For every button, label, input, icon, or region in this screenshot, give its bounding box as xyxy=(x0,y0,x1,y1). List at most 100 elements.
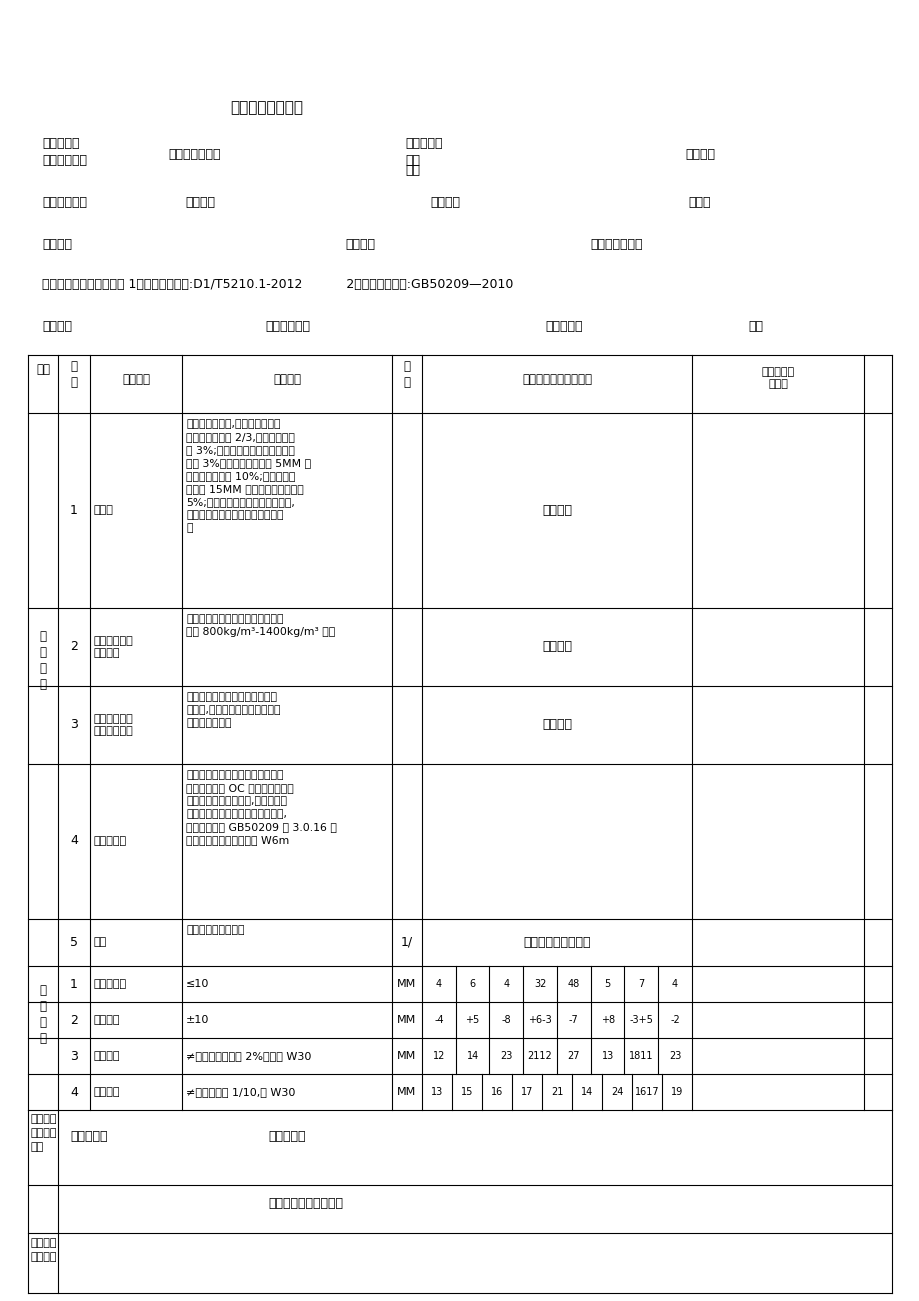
Text: 4: 4 xyxy=(70,834,78,847)
Text: 主控项目：: 主控项目： xyxy=(70,1131,108,1144)
Text: 1617: 1617 xyxy=(634,1088,659,1097)
Text: 质量标准: 质量标准 xyxy=(273,373,301,386)
Text: 分包单位: 分包单位 xyxy=(42,320,72,333)
Text: 贾凯: 贾凯 xyxy=(747,320,762,333)
Text: 主
控
项
目: 主 控 项 目 xyxy=(40,631,47,692)
Text: 一般项目：: 一般项目： xyxy=(267,1131,305,1144)
Text: 4: 4 xyxy=(436,978,441,989)
Text: 垫层工程: 垫层工程 xyxy=(185,196,215,209)
Text: 符合要求: 符合要求 xyxy=(541,718,572,731)
Text: 施工缝位置: 施工缝位置 xyxy=(94,837,127,846)
Text: MM: MM xyxy=(397,1088,416,1097)
Text: -8: -8 xyxy=(501,1015,511,1025)
Text: 监理单位
验收结论: 监理单位 验收结论 xyxy=(31,1239,58,1262)
Text: 项目专业质量检查员：: 项目专业质量检查员： xyxy=(267,1197,343,1210)
Text: 21: 21 xyxy=(550,1088,562,1097)
Text: 1/: 1/ xyxy=(401,935,413,948)
Text: 施工单位: 施工单位 xyxy=(42,238,72,251)
Text: -4: -4 xyxy=(434,1015,443,1025)
Text: 按施工技术方案实施: 按施工技术方案实施 xyxy=(186,925,244,935)
Text: -3+5: -3+5 xyxy=(629,1015,652,1025)
Text: 单位（子单
位）工程名称: 单位（子单 位）工程名称 xyxy=(42,137,87,167)
Text: 垫层用的粗骨料,其最大粒径不应
大于垫层厚度的 2/3,含泥量不应大
于 3%;砂为中粗砂，其含泥量不应
大于 3%。陶粒中粒径小于 5MM 的
颗粒含量应小于: 垫层用的粗骨料,其最大粒径不应 大于垫层厚度的 2/3,含泥量不应大 于 3%;… xyxy=(186,419,311,533)
Text: 32: 32 xyxy=(533,978,546,989)
Text: 混凝土强度及
试件留置: 混凝土强度及 试件留置 xyxy=(94,636,133,658)
Text: 3: 3 xyxy=(70,1050,78,1063)
Text: 坡度偏差: 坡度偏差 xyxy=(94,1051,120,1062)
Text: 施工配合比应符合现行相关标准
的规定,首次使用的混凝土配合比
应进行开盘鉴定: 施工配合比应符合现行相关标准 的规定,首次使用的混凝土配合比 应进行开盘鉴定 xyxy=(186,692,280,729)
Text: 13: 13 xyxy=(601,1051,613,1062)
Text: 监理单位验
收记录: 监理单位验 收记录 xyxy=(761,367,794,389)
Text: 5: 5 xyxy=(70,935,78,948)
Text: 升压站建筑工程: 升压站建筑工程 xyxy=(168,148,221,161)
Text: 施工班组长: 施工班组长 xyxy=(544,320,582,333)
Text: 厚度偏差: 厚度偏差 xyxy=(94,1088,120,1097)
Text: +6-3: +6-3 xyxy=(528,1015,551,1025)
Text: 养护: 养护 xyxy=(94,937,108,947)
Text: 4: 4 xyxy=(70,1085,78,1098)
Text: 覆盖薄膜，符合要求: 覆盖薄膜，符合要求 xyxy=(523,935,590,948)
Text: -7: -7 xyxy=(568,1015,578,1025)
Text: 分包项目经理: 分包项目经理 xyxy=(265,320,310,333)
Text: 符合设计要求。陶粒混凝土的密度
应在 800kg/m³-1400kg/m³ 之间: 符合设计要求。陶粒混凝土的密度 应在 800kg/m³-1400kg/m³ 之间 xyxy=(186,614,335,637)
Text: 12: 12 xyxy=(432,1051,445,1062)
Text: 工程: 工程 xyxy=(404,164,420,177)
Text: 1: 1 xyxy=(70,977,78,990)
Text: 检查项目: 检查项目 xyxy=(122,373,150,386)
Text: 7: 7 xyxy=(638,978,644,989)
Text: 标高偏差: 标高偏差 xyxy=(94,1015,120,1025)
Text: ≠基础相应尺寸的 2%。，且 W30: ≠基础相应尺寸的 2%。，且 W30 xyxy=(186,1051,311,1062)
Text: 避雷针: 避雷针 xyxy=(688,196,710,209)
Text: 施工单位检查评定记录: 施工单位检查评定记录 xyxy=(521,373,591,386)
Text: 施工实施标准名称及编号 1、电力行业标准:D1/T5210.1-2012           2、施工技术规范:GB50209—2010: 施工实施标准名称及编号 1、电力行业标准:D1/T5210.1-2012 2、施… xyxy=(42,278,513,291)
Text: 15: 15 xyxy=(460,1088,472,1097)
Text: 单
位: 单 位 xyxy=(403,360,410,389)
Text: 混凝土配合比
及其开盘鉴定: 混凝土配合比 及其开盘鉴定 xyxy=(94,714,133,736)
Text: 分部（子分
部）: 分部（子分 部） xyxy=(404,137,442,167)
Text: 验收部位: 验收部位 xyxy=(429,196,460,209)
Text: 23: 23 xyxy=(500,1051,512,1062)
Text: 专业监理工程师：: 专业监理工程师： xyxy=(230,100,302,114)
Text: 17: 17 xyxy=(520,1088,533,1097)
Text: 2112: 2112 xyxy=(528,1051,552,1062)
Text: MM: MM xyxy=(397,1015,416,1025)
Text: 19: 19 xyxy=(670,1088,683,1097)
Text: ≤10: ≤10 xyxy=(186,978,210,989)
Text: 应符合设计和施工方案的要求。当
气温长期处于 OC 以下，设计无要
求时，垫层应设置缩缝,缝的位置、
嵌缝做法应与面层伸、缩缝相相同,
并应符合规范 GB502: 应符合设计和施工方案的要求。当 气温长期处于 OC 以下，设计无要 求时，垫层应… xyxy=(186,770,336,846)
Text: 24: 24 xyxy=(610,1088,622,1097)
Text: +5: +5 xyxy=(465,1015,479,1025)
Text: MM: MM xyxy=(397,978,416,989)
Text: 类别: 类别 xyxy=(36,363,50,376)
Text: 附属工程: 附属工程 xyxy=(685,148,714,161)
Text: 1: 1 xyxy=(70,503,78,516)
Text: 2: 2 xyxy=(70,640,78,653)
Text: 项目经理: 项目经理 xyxy=(345,238,375,251)
Text: 16: 16 xyxy=(491,1088,503,1097)
Text: 符合要求: 符合要求 xyxy=(541,640,572,653)
Text: 一
般
项
目: 一 般 项 目 xyxy=(40,984,47,1045)
Text: 23: 23 xyxy=(668,1051,681,1062)
Text: 项目技术负责人: 项目技术负责人 xyxy=(589,238,641,251)
Text: 原材料: 原材料 xyxy=(94,505,114,515)
Text: 序
号: 序 号 xyxy=(71,360,77,389)
Text: 14: 14 xyxy=(580,1088,593,1097)
Text: 分项工程名称: 分项工程名称 xyxy=(42,196,87,209)
Text: 符合要求: 符合要求 xyxy=(541,503,572,516)
Text: ±10: ±10 xyxy=(186,1015,210,1025)
Text: 27: 27 xyxy=(567,1051,580,1062)
Text: -2: -2 xyxy=(670,1015,679,1025)
Text: 施工单位
检查评定
结果: 施工单位 检查评定 结果 xyxy=(31,1114,58,1151)
Text: ≠设计厚度的 1/10,且 W30: ≠设计厚度的 1/10,且 W30 xyxy=(186,1088,295,1097)
Text: 4: 4 xyxy=(503,978,509,989)
Text: 13: 13 xyxy=(430,1088,443,1097)
Text: 2: 2 xyxy=(70,1013,78,1026)
Text: 3: 3 xyxy=(70,718,78,731)
Text: 表面平整度: 表面平整度 xyxy=(94,978,127,989)
Text: MM: MM xyxy=(397,1051,416,1062)
Text: 5: 5 xyxy=(604,978,610,989)
Text: 48: 48 xyxy=(567,978,579,989)
Text: 4: 4 xyxy=(672,978,677,989)
Text: +8: +8 xyxy=(600,1015,614,1025)
Text: 1811: 1811 xyxy=(629,1051,652,1062)
Text: 6: 6 xyxy=(469,978,475,989)
